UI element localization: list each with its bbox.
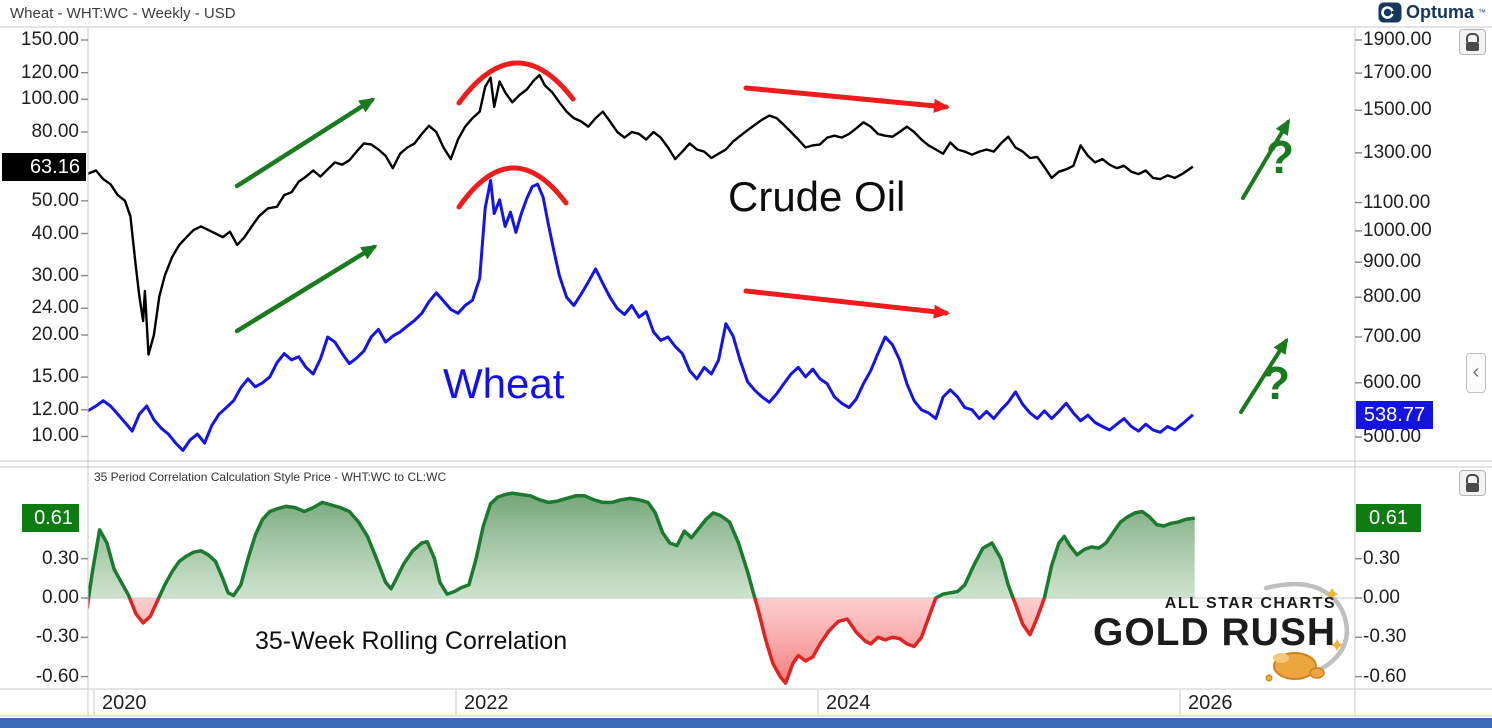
red-top-arc-crude[interactable]	[456, 60, 576, 106]
correlation-positive-area	[88, 493, 1195, 598]
green-question-crude-arrow[interactable]	[1241, 118, 1291, 200]
correlation-axis-tick: 0.30	[1363, 547, 1400, 569]
right-axis-tick: 1300.00	[1363, 141, 1432, 163]
correlation-axis-tick: -0.60	[35, 665, 79, 687]
x-axis-year-2024: 2024	[826, 692, 871, 714]
lock-icon-body	[1466, 42, 1479, 51]
watermark-all-star-charts: ALL STAR CHARTS	[1164, 595, 1336, 612]
wheat-last-price-badge: 538.77	[1356, 401, 1433, 429]
wheat-price-line	[88, 178, 1194, 452]
green-question-wheat-arrow[interactable]	[1239, 337, 1289, 414]
left-axis-tick: 80.00	[31, 121, 79, 143]
x-axis-year-2026: 2026	[1188, 692, 1233, 714]
right-axis-tick: 1000.00	[1363, 219, 1432, 241]
rolling-correlation-label: 35-Week Rolling Correlation	[255, 627, 568, 655]
left-axis-tick: 100.00	[20, 88, 79, 110]
correlation-value-badge-right: 0.61	[1356, 504, 1421, 532]
left-axis-tick: 40.00	[31, 222, 79, 244]
red-trend-down-wheat-arrow[interactable]	[743, 288, 950, 319]
question-mark-wheat: ?	[1262, 357, 1291, 409]
correlation-line-negative	[88, 598, 1047, 685]
right-axis-tick: 1500.00	[1363, 99, 1432, 121]
correlation-axis-tick: 0.00	[42, 587, 79, 608]
left-axis-tick: 120.00	[20, 61, 79, 83]
price-axis-lock-button[interactable]	[1459, 29, 1486, 55]
red-trend-down-crude-arrow[interactable]	[743, 85, 950, 113]
x-axis-year-2020: 2020	[102, 692, 147, 714]
optuma-logo-text: Optuma	[1405, 2, 1474, 22]
left-axis-tick: 30.00	[31, 264, 79, 286]
sparkle-icon	[1325, 588, 1339, 600]
right-axis-tick: 500.00	[1363, 426, 1422, 448]
correlation-axis-tick: 0.30	[42, 547, 79, 569]
correlation-axis-tick: -0.30	[35, 626, 79, 648]
left-axis-tick: 10.00	[31, 425, 79, 447]
left-axis-tick: 150.00	[20, 29, 79, 50]
question-mark-crude: ?	[1266, 131, 1295, 183]
correlation-pane-title: 35 Period Correlation Calculation Style …	[94, 470, 447, 484]
sparkle-icon	[1330, 639, 1344, 651]
optuma-logo-icon	[1378, 2, 1402, 23]
right-axis-tick: 1700.00	[1363, 62, 1432, 84]
red-top-arc-wheat[interactable]	[456, 165, 569, 210]
trademark: ™	[1478, 8, 1486, 17]
correlation-axis-tick: 0.00	[1363, 587, 1400, 608]
right-axis-tick: 900.00	[1363, 251, 1422, 273]
right-axis-tick: 700.00	[1363, 325, 1422, 347]
correlation-negative-area	[88, 598, 1195, 684]
correlation-axis-tick: -0.30	[1363, 626, 1407, 648]
title-bar: Wheat - WHT:WC - Weekly - USD Optuma ™	[0, 0, 1492, 27]
correlation-line-positive	[88, 491, 1195, 598]
green-trend-up-crude-arrow[interactable]	[234, 97, 376, 189]
left-axis-tick: 20.00	[31, 323, 79, 345]
chart-title: Wheat - WHT:WC - Weekly - USD	[10, 5, 236, 22]
lock-icon	[1466, 474, 1479, 483]
left-axis-tick: 12.00	[31, 398, 79, 420]
all-star-charts-gold-rush-watermark: ALL STAR CHARTS GOLD RUSH	[1060, 595, 1336, 653]
optuma-logo: Optuma ™	[1378, 2, 1486, 23]
green-trend-up-wheat-arrow[interactable]	[234, 244, 378, 334]
x-axis-year-2022: 2022	[464, 692, 509, 714]
left-axis-tick: 24.00	[31, 297, 79, 319]
wheat-series-label: Wheat	[443, 360, 565, 407]
left-axis-tick: 50.00	[31, 189, 79, 211]
left-axis-tick: 15.00	[31, 366, 79, 388]
timeline-scrollbar[interactable]	[0, 718, 1492, 728]
crude-oil-series-label: Crude Oil	[728, 173, 906, 220]
crude-last-price-badge: 63.16	[2, 153, 86, 181]
lock-icon-body	[1466, 483, 1479, 492]
correlation-axis-tick: -0.60	[1363, 665, 1407, 687]
right-axis-tick: 800.00	[1363, 286, 1422, 308]
crude-oil-price-line	[88, 73, 1194, 356]
right-axis-tick: 600.00	[1363, 371, 1422, 393]
sidebar-collapse-button[interactable]: ‹	[1466, 353, 1486, 393]
gold-nugget-icon	[1265, 652, 1325, 682]
chevron-left-icon: ‹	[1472, 361, 1480, 383]
watermark-gold-rush: GOLD RUSH	[1093, 611, 1336, 654]
correlation-axis-lock-button[interactable]	[1459, 470, 1486, 496]
lock-icon	[1466, 33, 1479, 42]
right-axis-tick: 1100.00	[1363, 191, 1431, 213]
right-axis-tick: 1900.00	[1363, 29, 1432, 50]
correlation-value-badge-left: 0.61	[22, 504, 79, 532]
